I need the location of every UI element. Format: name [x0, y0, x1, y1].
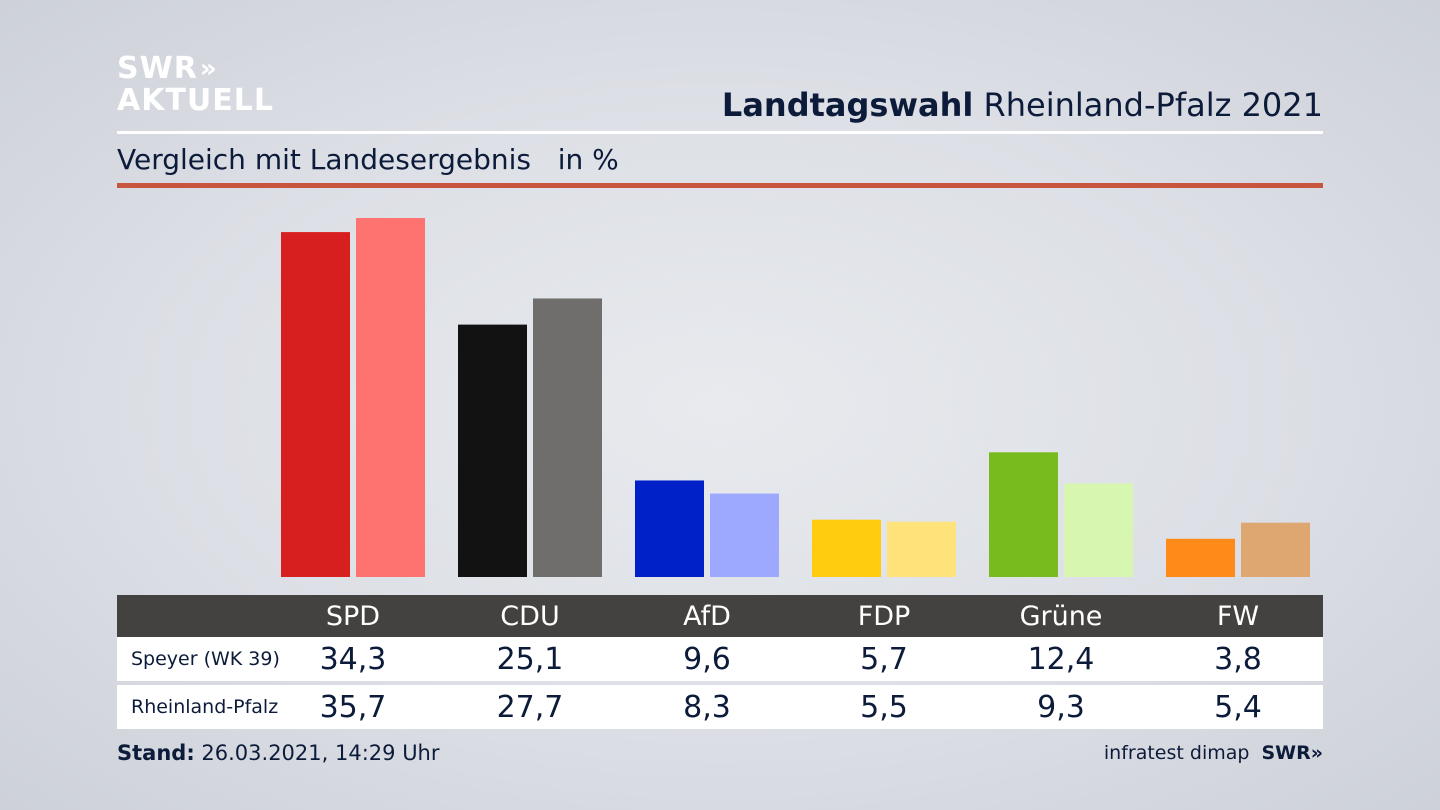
results-table: SPD CDU AfD FDP Grüne FW Speyer (WK 39) 34,3 2… — [117, 595, 1323, 729]
value-fw-speyer-wk-39: 3,8 — [1214, 641, 1262, 677]
swr-logo: SWR» — [1261, 742, 1323, 764]
value-gr-ne-speyer-wk-39: 12,4 — [1027, 641, 1095, 677]
stand-label: Stand: — [117, 741, 195, 765]
bar-fdp-speyer-wk-39 — [812, 519, 881, 577]
subtitle-text: Vergleich mit Landesergebnis — [117, 143, 531, 176]
value-cdu-speyer-wk-39: 25,1 — [496, 641, 564, 677]
chart-subtitle: Vergleich mit Landesergebnis in % — [117, 143, 619, 176]
column-header-cdu: CDU — [500, 600, 560, 632]
bar-cdu-rheinland-pfalz — [533, 298, 602, 577]
chart-headline: Landtagswahl Rheinland-Pfalz 2021 — [722, 86, 1323, 124]
value-afd-rheinland-pfalz: 8,3 — [683, 689, 731, 725]
swr-aktuell-logo: SWR» AKTUELL — [117, 54, 274, 118]
bar-afd-speyer-wk-39 — [635, 480, 704, 577]
value-spd-speyer-wk-39: 34,3 — [319, 641, 387, 677]
bar-fw-rheinland-pfalz — [1241, 522, 1310, 577]
column-header-spd: SPD — [325, 600, 381, 632]
table-row-rheinland-pfalz: Rheinland-Pfalz 35,7 27,7 8,3 5,5 9,3 5,4 — [117, 685, 1323, 729]
stand-value: 26.03.2021, 14:29 Uhr — [201, 741, 440, 765]
header-divider — [117, 131, 1323, 134]
subtitle-accent-rule — [117, 183, 1323, 188]
bar-afd-rheinland-pfalz — [710, 493, 779, 577]
swr-logo-text: SWR — [1261, 742, 1311, 764]
column-header-afd: AfD — [683, 600, 731, 632]
value-fdp-speyer-wk-39: 5,7 — [860, 641, 908, 677]
value-cdu-rheinland-pfalz: 27,7 — [496, 689, 564, 725]
bar-gr-ne-rheinland-pfalz — [1064, 483, 1133, 577]
value-fw-rheinland-pfalz: 5,4 — [1214, 689, 1262, 725]
bar-spd-rheinland-pfalz — [356, 218, 425, 577]
source-credit: infratest dimap SWR» — [1104, 742, 1323, 764]
column-header-gr-ne: Grüne — [1019, 600, 1103, 632]
value-gr-ne-rheinland-pfalz: 9,3 — [1037, 689, 1085, 725]
value-afd-speyer-wk-39: 9,6 — [683, 641, 731, 677]
bar-spd-speyer-wk-39 — [281, 232, 350, 577]
swr-chevrons-icon: » — [1310, 742, 1323, 764]
headline-rest: Rheinland-Pfalz 2021 — [983, 86, 1323, 124]
column-header-fw: FW — [1216, 600, 1260, 632]
bar-gr-ne-speyer-wk-39 — [989, 452, 1058, 577]
row-label-speyer: Speyer (WK 39) — [131, 648, 280, 670]
column-header-fdp: FDP — [857, 600, 911, 632]
table-header-row: SPD CDU AfD FDP Grüne FW — [117, 595, 1323, 637]
logo-swr-text: SWR — [117, 51, 198, 86]
source-text: infratest dimap — [1103, 742, 1250, 764]
table-row-speyer: Speyer (WK 39) 34,3 25,1 9,6 5,7 12,4 3,8 — [117, 637, 1323, 681]
timestamp: Stand: 26.03.2021, 14:29 Uhr — [117, 741, 440, 765]
value-fdp-rheinland-pfalz: 5,5 — [860, 689, 908, 725]
bar-fw-speyer-wk-39 — [1166, 538, 1235, 577]
bar-cdu-speyer-wk-39 — [458, 324, 527, 577]
logo-aktuell-text: AKTUELL — [117, 83, 275, 118]
row-label-rheinland-pfalz: Rheinland-Pfalz — [131, 696, 279, 718]
bar-fdp-rheinland-pfalz — [887, 521, 956, 577]
headline-bold: Landtagswahl — [721, 86, 974, 124]
value-spd-rheinland-pfalz: 35,7 — [319, 689, 387, 725]
subtitle-unit: in % — [557, 143, 619, 176]
